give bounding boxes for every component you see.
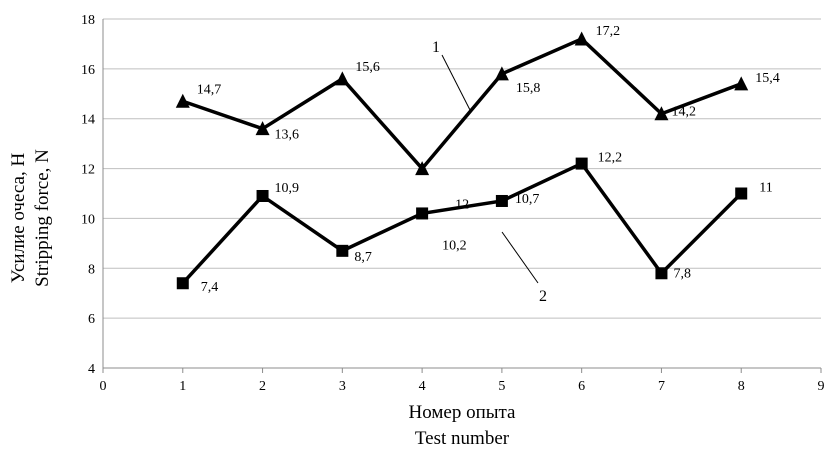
series-1-marker	[255, 121, 270, 136]
data-label: 7,8	[673, 266, 691, 281]
series-1-marker	[415, 161, 430, 176]
axes	[102, 19, 822, 373]
y-tick-label: 12	[81, 163, 95, 178]
series-2-marker	[176, 277, 189, 290]
data-label: 12	[455, 198, 469, 213]
data-label: 17,2	[596, 24, 621, 39]
series-1-marker	[734, 76, 749, 91]
series-1-marker	[654, 106, 669, 121]
series-1-name: 1	[432, 39, 440, 56]
series-2-marker	[735, 187, 748, 200]
series-callouts: 1 2	[432, 39, 547, 305]
data-label: 11	[759, 181, 772, 196]
y-tick-label: 14	[81, 113, 95, 128]
series-2-marker	[416, 207, 429, 220]
series-1-marker	[335, 71, 350, 86]
series-markers	[175, 31, 749, 290]
x-axis-title-en: Test number	[415, 428, 510, 449]
x-tick-label: 3	[339, 379, 346, 394]
data-label: 13,6	[275, 128, 300, 143]
y-tick-label: 18	[81, 13, 95, 28]
data-label: 10,7	[515, 192, 540, 207]
x-tick-label: 5	[498, 379, 505, 394]
x-tick-labels: 0 1 2 3 4 5 6 7 8 9	[100, 379, 825, 394]
series-1-leader-line	[441, 54, 471, 111]
y-axis-title-ru: Усилие очеса, Н	[8, 153, 29, 284]
data-label: 8,7	[354, 250, 372, 265]
y-axis-title-en: Stripping force, N	[32, 149, 53, 287]
data-label: 10,9	[275, 181, 300, 196]
x-tick-label: 4	[419, 379, 426, 394]
data-label: 15,8	[516, 81, 541, 96]
x-tick-label: 6	[578, 379, 585, 394]
y-tick-label: 8	[88, 262, 95, 277]
series-2-marker	[495, 194, 508, 207]
x-tick-label: 7	[658, 379, 665, 394]
grid-lines	[103, 18, 821, 319]
series-2-leader-line	[501, 231, 539, 284]
series-2-marker	[575, 157, 588, 170]
y-tick-label: 6	[88, 312, 95, 327]
x-tick-label: 2	[259, 379, 266, 394]
y-tick-label: 10	[81, 212, 95, 227]
data-labels: 14,7 13,6 15,6 12 15,8 17,2 14,2 15,4 7,4 10,9 8,7…	[197, 24, 780, 295]
data-label: 7,4	[201, 280, 219, 295]
data-label: 14,7	[197, 82, 222, 97]
y-tick-labels: 4 6 8 10 12 14 16 18	[81, 13, 95, 377]
y-tick-label: 4	[88, 362, 95, 377]
y-tick-label: 16	[81, 63, 95, 78]
x-tick-label: 0	[100, 379, 107, 394]
data-label: 15,6	[355, 60, 380, 75]
series-1-marker	[494, 66, 509, 81]
series-2-marker	[256, 189, 269, 202]
data-label: 15,4	[755, 71, 780, 86]
series-2-marker	[655, 267, 668, 280]
data-label: 12,2	[598, 151, 623, 166]
x-tick-label: 8	[738, 379, 745, 394]
data-label: 14,2	[671, 105, 696, 120]
x-axis-title-ru: Номер опыта	[409, 402, 517, 423]
series-lines	[181, 36, 743, 285]
series-1-marker	[574, 31, 589, 46]
series-2-name: 2	[539, 288, 547, 305]
x-tick-label: 1	[179, 379, 186, 394]
series-2-marker	[336, 244, 349, 257]
series-2-line	[181, 161, 743, 285]
series-1-line	[182, 36, 742, 172]
series-1-marker	[175, 93, 190, 108]
x-tick-label: 9	[818, 379, 825, 394]
data-label: 10,2	[442, 238, 467, 253]
